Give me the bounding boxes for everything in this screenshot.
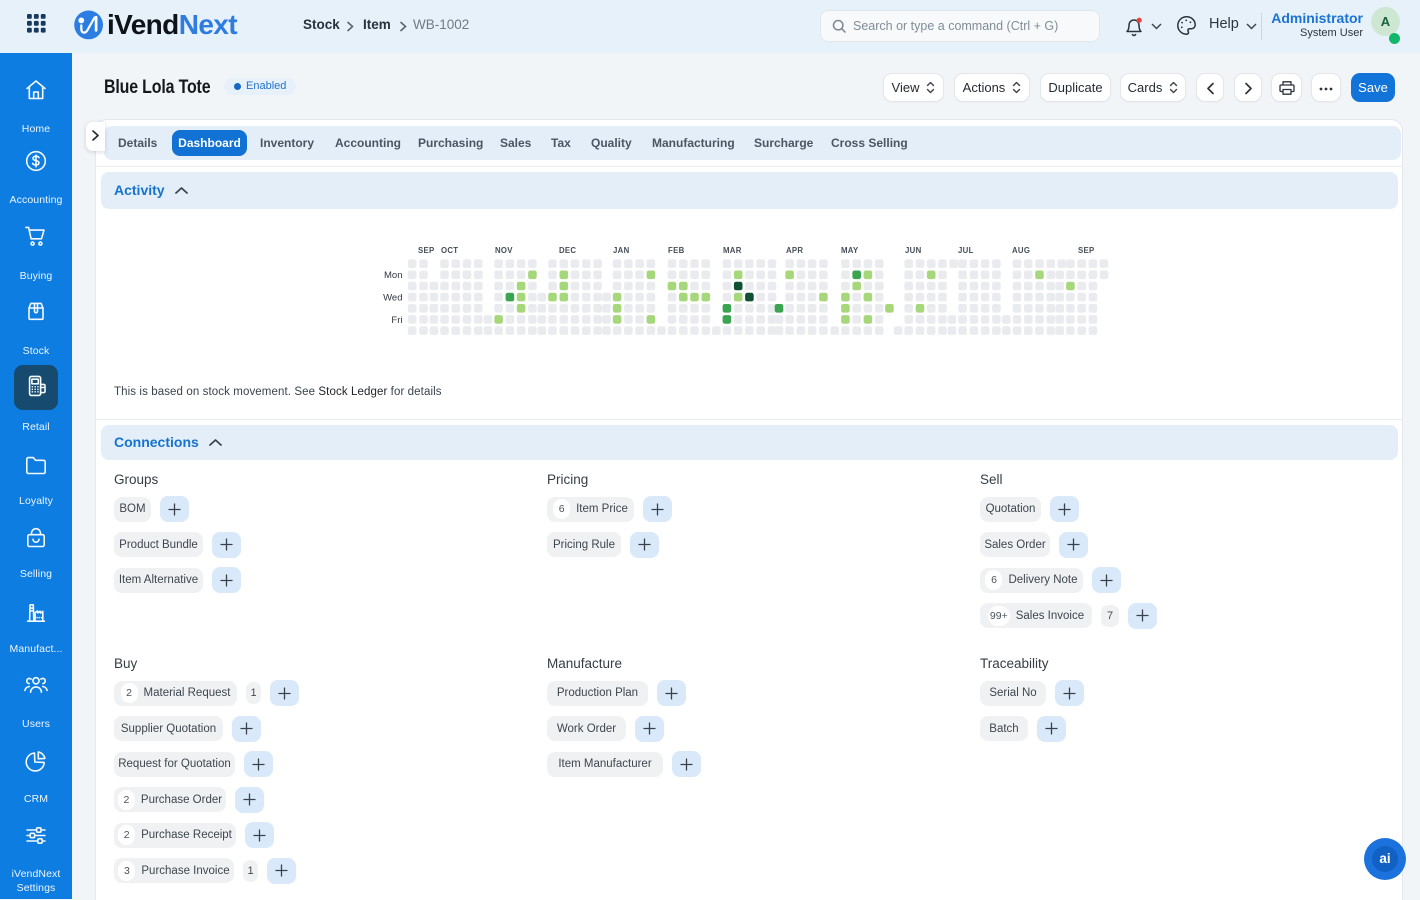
- svg-text:DEC: DEC: [559, 246, 576, 255]
- svg-text:OCT: OCT: [441, 246, 458, 255]
- svg-text:Mon: Mon: [384, 270, 402, 281]
- svg-text:APR: APR: [786, 246, 803, 255]
- svg-text:AUG: AUG: [1012, 246, 1030, 255]
- svg-text:SEP: SEP: [418, 246, 435, 255]
- svg-text:JUL: JUL: [958, 246, 974, 255]
- svg-text:Fri: Fri: [391, 315, 402, 326]
- svg-text:JUN: JUN: [905, 246, 922, 255]
- svg-text:MAY: MAY: [841, 246, 859, 255]
- svg-text:JAN: JAN: [613, 246, 630, 255]
- svg-text:Wed: Wed: [383, 292, 402, 303]
- svg-text:NOV: NOV: [495, 246, 513, 255]
- svg-text:FEB: FEB: [668, 246, 685, 255]
- svg-text:MAR: MAR: [723, 246, 742, 255]
- svg-text:SEP: SEP: [1078, 246, 1095, 255]
